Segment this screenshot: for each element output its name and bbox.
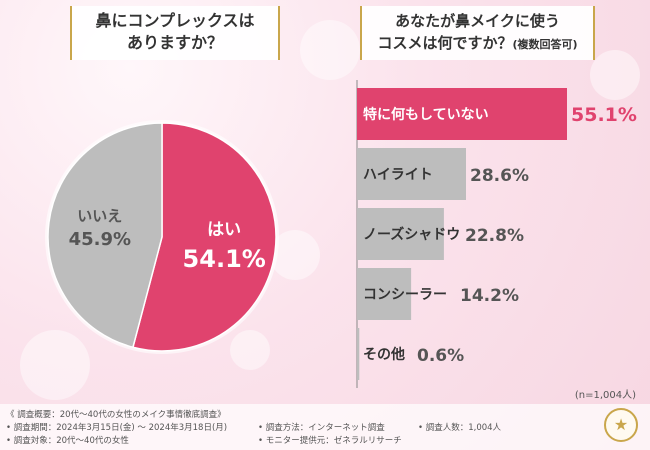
pie-value-1: 45.9% [69, 229, 131, 250]
bar-1 [357, 148, 467, 200]
bar-category-2: ノーズシャドウ [363, 226, 460, 243]
sample-size-note: (n=1,004人) [574, 390, 636, 401]
bar-4 [357, 328, 360, 380]
footer-target: • 調査対象：20代〜40代の女性 [6, 436, 129, 446]
pie-slice-0 [132, 122, 277, 352]
left-question-line1: 鼻にコンプレックスは [95, 11, 255, 30]
bokeh-decoration [230, 330, 270, 370]
bar-value-4: 0.6% [417, 346, 464, 366]
bar-2 [357, 208, 444, 260]
pie-slice-1 [47, 122, 163, 349]
bar-category-4: その他 [363, 346, 405, 363]
right-question-note: (複数回答可) [512, 38, 578, 51]
bar-3 [357, 268, 412, 320]
award-logo-icon [604, 408, 638, 442]
footer-provider: • モニター提供元：ゼネラルリサーチ [258, 436, 402, 446]
footer-overview: 《 調査概要：20代〜40代の女性のメイク事情徹底調査》 [6, 410, 226, 420]
pie-label-0: はい [207, 220, 241, 240]
bar-category-1: ハイライト [363, 167, 433, 183]
pie-value-0: 54.1% [183, 245, 266, 273]
bar-0 [357, 88, 567, 140]
right-question-box: あなたが鼻メイクに使う コスメは何ですか？(複数回答可) [360, 6, 595, 60]
bar-value-3: 14.2% [460, 286, 519, 306]
left-question-box: 鼻にコンプレックスは ありますか？ [70, 6, 280, 60]
right-question-line1: あなたが鼻メイクに使う [395, 12, 560, 30]
footer-period: • 調査期間：2024年3月15日(金) 〜 2024年3月18日(月) [6, 423, 228, 433]
bar-category-3: コンシーラー [363, 287, 447, 303]
footer: 《 調査概要：20代〜40代の女性のメイク事情徹底調査》 • 調査期間：2024… [0, 404, 650, 450]
bar-category-0: 特に何もしていない [363, 106, 489, 123]
bar-value-2: 22.8% [465, 226, 524, 246]
bar-value-1: 28.6% [470, 166, 529, 186]
right-question-line2: コスメは何ですか？ [377, 34, 513, 52]
bokeh-decoration [590, 50, 640, 100]
footer-method: • 調査方法：インターネット調査 [258, 423, 385, 433]
left-question-line2: ありますか？ [126, 33, 223, 52]
pie-label-1: いいえ [77, 207, 122, 225]
bokeh-decoration [20, 330, 90, 400]
bokeh-decoration [300, 20, 360, 80]
bar-value-0: 55.1% [571, 104, 637, 126]
footer-count: • 調査人数：1,004人 [418, 423, 502, 433]
